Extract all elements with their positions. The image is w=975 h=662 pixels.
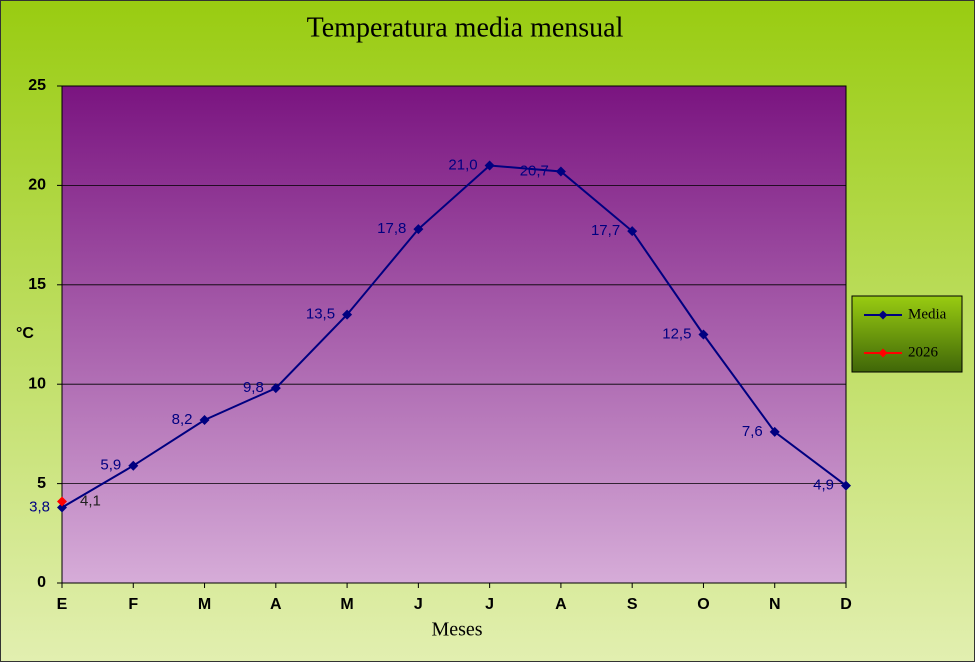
x-tick-label: F (128, 596, 138, 613)
data-label: 3,8 (29, 498, 50, 515)
y-tick-label: 0 (37, 574, 46, 591)
y-tick-label: 20 (28, 177, 46, 194)
point-marker (484, 160, 495, 171)
data-label: 9,8 (243, 379, 264, 396)
data-label: 5,9 (100, 457, 121, 474)
point-marker (342, 309, 353, 320)
x-tick-label: A (270, 596, 282, 613)
y-tick-label: 5 (37, 475, 46, 492)
x-tick-label: M (340, 596, 353, 613)
legend-label: 2026 (908, 344, 939, 360)
point-marker (841, 480, 851, 491)
data-label: 13,5 (306, 306, 335, 323)
y-tick-label: 10 (28, 375, 46, 392)
legend-label: Media (908, 306, 947, 322)
point-marker (57, 502, 67, 513)
x-tick-label: N (769, 596, 781, 613)
x-tick-label: J (485, 596, 494, 613)
chart-title: Temperatura media mensual (307, 12, 624, 43)
point-marker (57, 496, 67, 507)
point-marker (199, 414, 210, 425)
data-label: 7,6 (742, 423, 763, 440)
x-tick-label: J (414, 596, 423, 613)
legend-marker (878, 348, 888, 358)
point-marker (555, 166, 566, 177)
data-label: 21,0 (448, 156, 477, 173)
x-axis-label: Meses (431, 619, 482, 641)
point-marker (769, 426, 780, 437)
legend-marker (878, 310, 888, 320)
data-label: 12,5 (662, 325, 691, 342)
point-marker (627, 226, 638, 237)
data-label: 8,2 (172, 411, 193, 428)
legend (851, 295, 963, 373)
point-marker (698, 329, 709, 340)
x-tick-label: D (840, 596, 852, 613)
data-label: 4,1 (80, 492, 101, 509)
y-axis-label: °C (16, 325, 34, 342)
data-label: 4,9 (813, 477, 834, 494)
plot-area (61, 85, 847, 584)
y-tick-label: 15 (28, 276, 46, 293)
point-marker (413, 224, 424, 235)
y-tick-label: 25 (28, 77, 46, 94)
x-tick-label: S (627, 596, 638, 613)
data-label: 20,7 (520, 162, 549, 179)
data-label: 17,8 (377, 220, 406, 237)
x-tick-label: A (555, 596, 567, 613)
point-marker (128, 460, 139, 471)
data-label: 17,7 (591, 222, 620, 239)
series-line (61, 164, 847, 509)
x-tick-label: O (697, 596, 709, 613)
x-tick-label: E (57, 596, 68, 613)
x-tick-label: M (198, 596, 211, 613)
point-marker (270, 383, 281, 394)
